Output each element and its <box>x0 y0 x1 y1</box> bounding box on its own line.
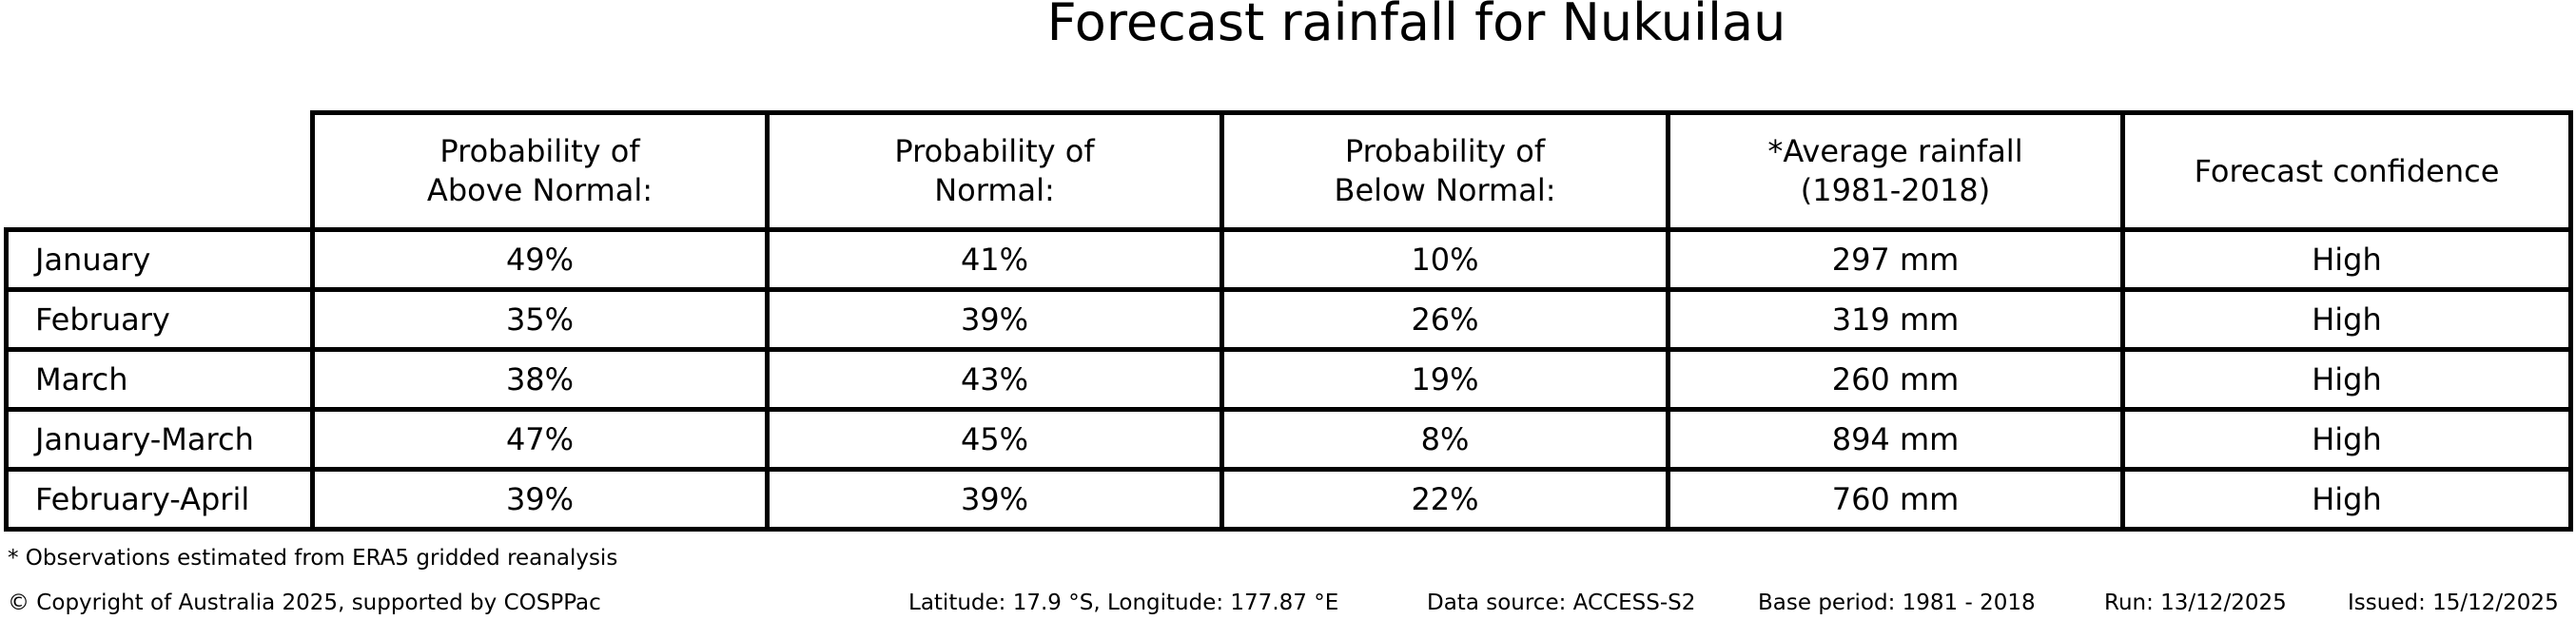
header-line: (1981-2018) <box>1800 172 1991 208</box>
column-header-forecast-confidence: Forecast confidence <box>2120 110 2573 232</box>
cell-below-normal: 8% <box>1220 407 1670 472</box>
header-line: Forecast confidence <box>2194 152 2500 189</box>
header-line: Probability of <box>439 133 640 169</box>
issued-date-text: Issued: 15/12/2025 <box>2348 591 2559 615</box>
row-label: January-March <box>4 407 315 472</box>
cell-below-normal: 22% <box>1220 467 1670 532</box>
cell-confidence: High <box>2120 407 2573 472</box>
header-line: Normal: <box>934 172 1055 208</box>
cell-average-rainfall: 319 mm <box>1666 287 2125 352</box>
cell-confidence: High <box>2120 227 2573 292</box>
cell-normal: 39% <box>765 287 1224 352</box>
header-line: Probability of <box>894 133 1095 169</box>
cell-average-rainfall: 894 mm <box>1666 407 2125 472</box>
header-line: Probability of <box>1344 133 1546 169</box>
copyright-text: © Copyright of Australia 2025, supported… <box>8 591 601 615</box>
table-row-february: February 35% 39% 26% 319 mm High <box>4 287 2573 352</box>
cell-confidence: High <box>2120 467 2573 532</box>
cell-average-rainfall: 760 mm <box>1666 467 2125 532</box>
forecast-table: Probability of Above Normal: Probability… <box>4 110 2573 532</box>
cell-below-normal: 19% <box>1220 347 1670 412</box>
cell-confidence: High <box>2120 287 2573 352</box>
cell-normal: 43% <box>765 347 1224 412</box>
cell-below-normal: 10% <box>1220 227 1670 292</box>
table-row-january: January 49% 41% 10% 297 mm High <box>4 227 2573 292</box>
location-text: Latitude: 17.9 °S, Longitude: 177.87 °E <box>908 591 1339 615</box>
header-row: Probability of Above Normal: Probability… <box>7 110 2573 232</box>
header-line: *Average rainfall <box>1767 133 2023 169</box>
row-label: March <box>4 347 315 412</box>
corner-cell <box>7 113 313 230</box>
data-source-text: Data source: ACCESS-S2 <box>1427 591 1696 615</box>
cell-above-normal: 47% <box>310 407 770 472</box>
header-line: Above Normal: <box>426 172 654 208</box>
cell-average-rainfall: 260 mm <box>1666 347 2125 412</box>
row-label: January <box>4 227 315 292</box>
run-date-text: Run: 13/12/2025 <box>2104 591 2287 615</box>
cell-confidence: High <box>2120 347 2573 412</box>
cell-average-rainfall: 297 mm <box>1666 227 2125 292</box>
column-header-above-normal: Probability of Above Normal: <box>310 110 770 232</box>
table-row-march: March 38% 43% 19% 260 mm High <box>4 347 2573 412</box>
row-label: February <box>4 287 315 352</box>
base-period-text: Base period: 1981 - 2018 <box>1758 591 2036 615</box>
column-header-below-normal: Probability of Below Normal: <box>1220 110 1670 232</box>
table-row-january-march: January-March 47% 45% 8% 894 mm High <box>4 407 2573 472</box>
table-row-february-april: February-April 39% 39% 22% 760 mm High <box>4 467 2573 532</box>
footnote: * Observations estimated from ERA5 gridd… <box>8 546 618 571</box>
cell-below-normal: 26% <box>1220 287 1670 352</box>
cell-normal: 39% <box>765 467 1224 532</box>
cell-normal: 45% <box>765 407 1224 472</box>
cell-above-normal: 35% <box>310 287 770 352</box>
cell-above-normal: 49% <box>310 227 770 292</box>
header-line: Below Normal: <box>1334 172 1556 208</box>
page-title: Forecast rainfall for Nukuilau <box>1046 0 1786 52</box>
cell-above-normal: 39% <box>310 467 770 532</box>
column-header-normal: Probability of Normal: <box>765 110 1224 232</box>
cell-above-normal: 38% <box>310 347 770 412</box>
column-header-average-rainfall: *Average rainfall (1981-2018) <box>1666 110 2125 232</box>
row-label: February-April <box>4 467 315 532</box>
cell-normal: 41% <box>765 227 1224 292</box>
